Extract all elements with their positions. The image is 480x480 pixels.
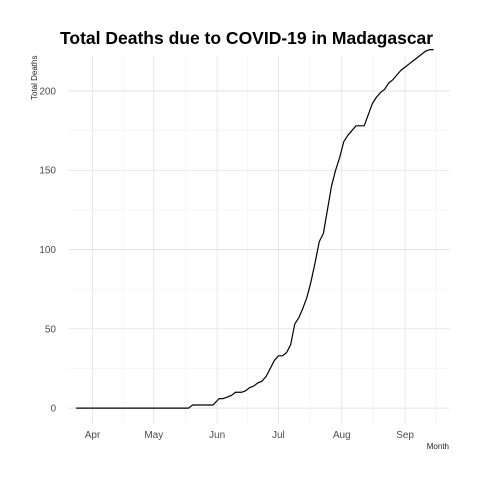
grid-minor	[68, 56, 450, 424]
y-tick-label: 200	[39, 86, 56, 97]
x-axis-title: Month	[427, 442, 449, 451]
y-tick-label: 100	[39, 245, 56, 256]
y-axis-title: Total Deaths	[30, 56, 39, 100]
y-tick-label: 0	[50, 404, 56, 415]
x-tick-label: Apr	[85, 430, 101, 441]
grid-major	[68, 56, 450, 424]
x-tick-label: Jun	[209, 430, 225, 441]
y-tick-label: 150	[39, 166, 56, 177]
x-tick-label: May	[144, 430, 163, 441]
x-tick-label: Sep	[396, 430, 414, 441]
y-tick-labels: 0 50 100 150 200	[39, 86, 56, 414]
x-tick-label: Aug	[333, 430, 351, 441]
x-tick-label: Jul	[272, 430, 285, 441]
series-line-total-deaths	[76, 49, 434, 409]
y-tick-label: 50	[45, 324, 57, 335]
chart-title: Total Deaths due to COVID-19 in Madagasc…	[60, 28, 433, 48]
x-tick-labels: Apr May Jun Jul Aug Sep	[85, 430, 415, 441]
